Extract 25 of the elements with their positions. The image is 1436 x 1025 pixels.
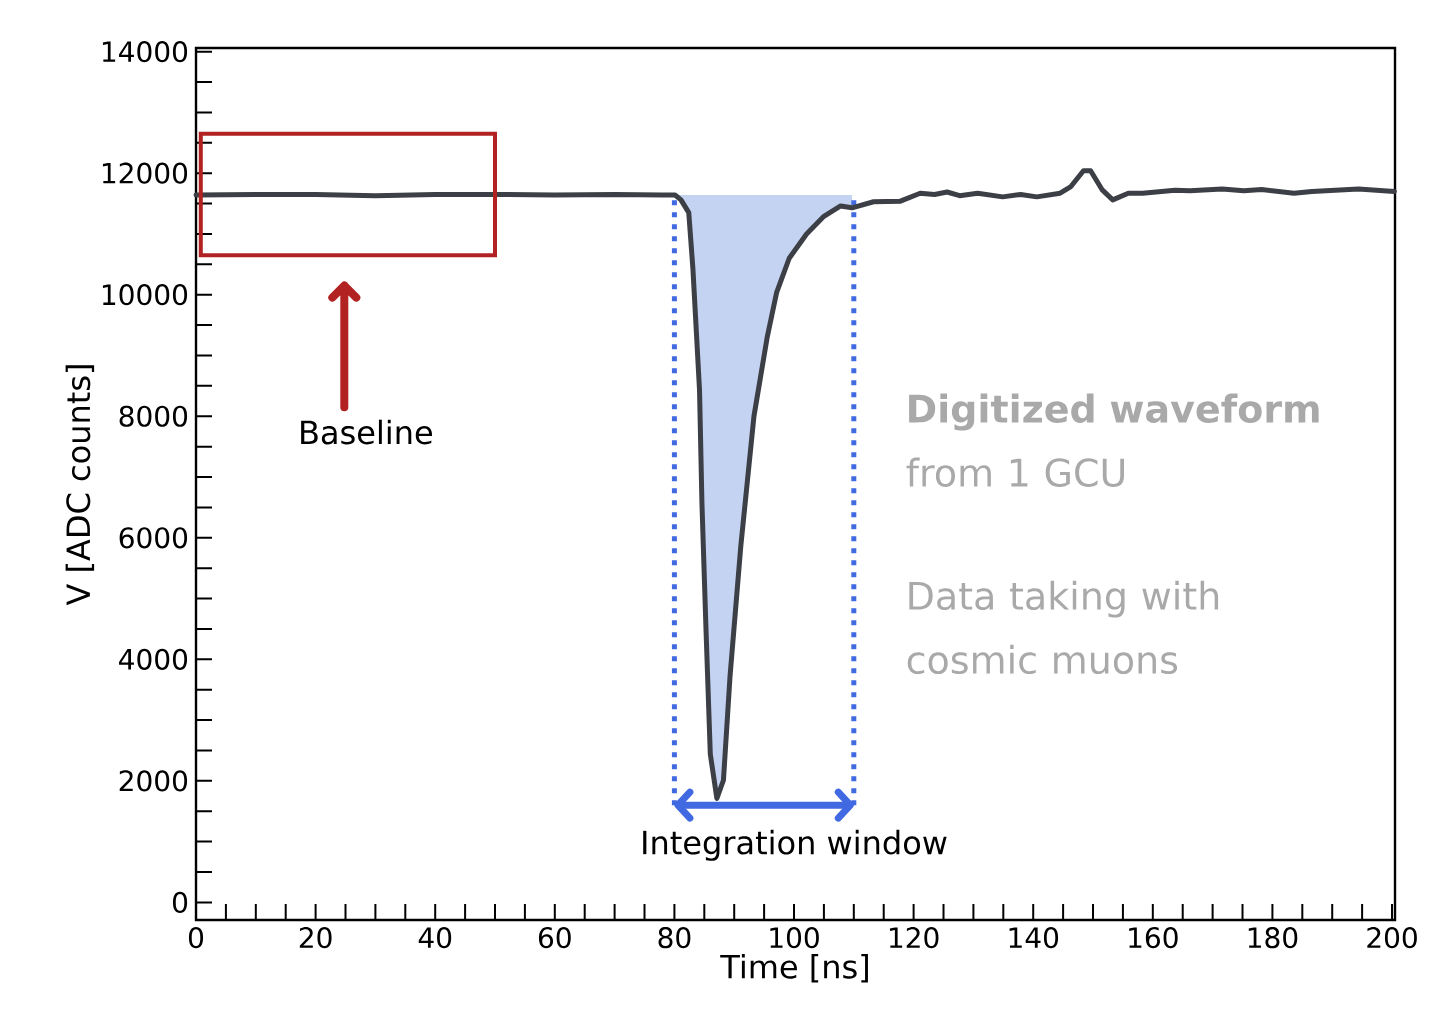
x-tick-label: 180	[1248, 927, 1298, 949]
x-tick-label: 200	[1367, 927, 1417, 949]
x-tick-label: 140	[1009, 927, 1059, 949]
y-tick-label: 10000	[102, 284, 188, 306]
x-tick-label: 160	[1129, 927, 1178, 949]
x-tick-label: 60	[538, 927, 571, 949]
y-tick-label: 12000	[102, 162, 188, 184]
y-tick-label: 8000	[119, 405, 188, 427]
x-tick-label: 100	[770, 927, 819, 949]
y-axis-title: V [ADC counts]	[65, 365, 95, 606]
y-tick-label: 0	[172, 891, 188, 913]
annotation: Digitized waveform from 1 GCU	[906, 393, 1319, 487]
annotation: Data taking with cosmic muons	[907, 580, 1219, 675]
x-tick-label: 20	[299, 927, 332, 949]
x-tick-label: 120	[889, 927, 939, 949]
x-axis-title: Time [ns]	[720, 953, 868, 983]
x-tick-label: 80	[658, 927, 691, 949]
annotation: Baseline	[301, 419, 432, 445]
x-tick-label: 40	[418, 927, 452, 949]
y-tick-label: 4000	[119, 648, 188, 670]
annotation: Integration window	[643, 829, 947, 861]
x-tick-label: 0	[188, 927, 204, 949]
y-tick-label: 14000	[102, 41, 188, 63]
y-tick-label: 6000	[119, 527, 188, 549]
y-tick-label: 2000	[119, 770, 188, 792]
